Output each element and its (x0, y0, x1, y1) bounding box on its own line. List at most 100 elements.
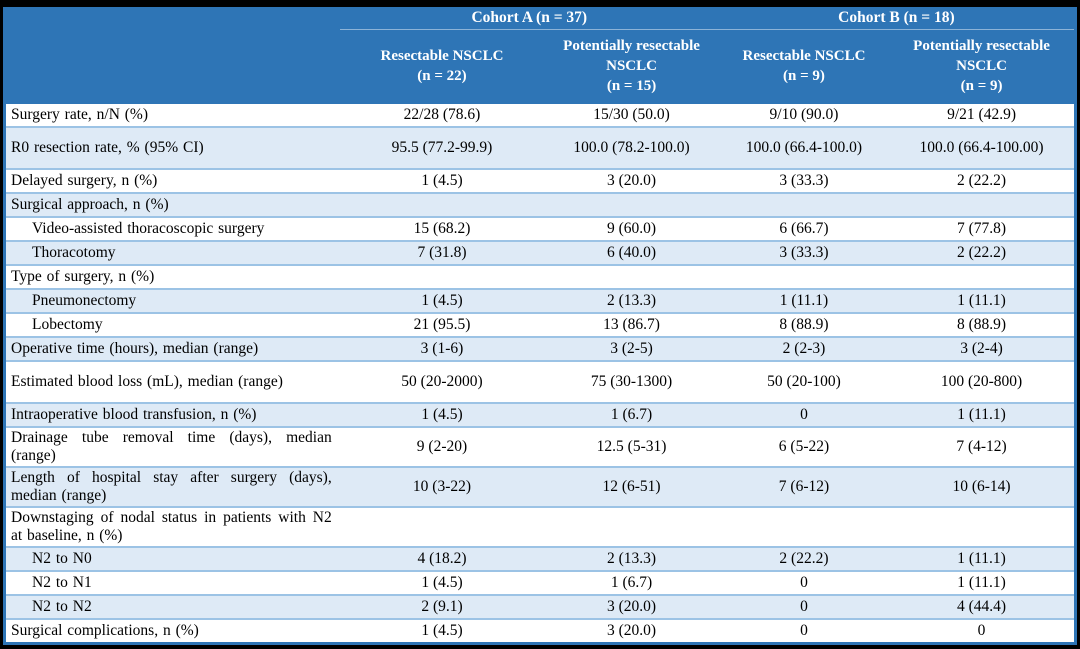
table-row: Drainage tube removal time (days), media… (4, 427, 1076, 468)
cell-value (889, 507, 1076, 548)
table-row: Pneumonectomy 1 (4.5) 2 (13.3) 1 (11.1) 1 (1… (4, 289, 1076, 314)
section-header-row: Surgical approach, n (%) (4, 193, 1076, 218)
cell-value: 6 (5-22) (718, 427, 890, 468)
cell-value: 9/10 (90.0) (718, 104, 890, 128)
cell-value: 3 (1-6) (339, 337, 545, 362)
section-header-row: Downstaging of nodal status in patients … (4, 507, 1076, 548)
cell-value: 1 (4.5) (339, 619, 545, 644)
cell-value: 7 (77.8) (889, 217, 1076, 242)
cell-value: 7 (31.8) (339, 241, 545, 266)
table-row: R0 resection rate, % (95% CI) 95.5 (77.2-… (4, 127, 1076, 170)
cell-value: 22/28 (78.6) (339, 104, 545, 128)
cell-value: 9 (2-20) (339, 427, 545, 468)
row-label: Intraoperative blood transfusion, n (%) (4, 403, 340, 428)
cell-value: 4 (44.4) (889, 595, 1076, 620)
cell-value: 3 (2-4) (889, 337, 1076, 362)
cell-value: 2 (9.1) (339, 595, 545, 620)
row-label: Pneumonectomy (4, 289, 340, 314)
column-n: (n = 15) (606, 77, 657, 94)
cell-value: 10 (3-22) (339, 467, 545, 508)
column-title: Resectable NSCLC (742, 48, 866, 65)
row-label: Downstaging of nodal status in patients … (4, 507, 340, 548)
row-label: Operative time (hours), median (range) (4, 337, 340, 362)
table-header: Cohort A (n = 37) Cohort B (n = 18) Rese… (4, 7, 1076, 104)
corner-cell (4, 7, 340, 104)
cell-value: 1 (11.1) (889, 571, 1076, 596)
cell-value: 2 (2-3) (718, 337, 890, 362)
cell-value (544, 507, 719, 548)
cell-value: 0 (718, 619, 890, 644)
cell-value: 100 (20-800) (889, 361, 1076, 404)
cell-value: 6 (66.7) (718, 217, 890, 242)
cell-value: 3 (2-5) (544, 337, 719, 362)
cell-value: 1 (4.5) (339, 169, 545, 194)
cell-value: 12.5 (5-31) (544, 427, 719, 468)
cell-value: 1 (11.1) (889, 403, 1076, 428)
section-header-row: Type of surgery, n (%) (4, 265, 1076, 290)
cell-value: 3 (20.0) (544, 169, 719, 194)
cell-value: 1 (6.7) (544, 571, 719, 596)
cell-value: 0 (718, 571, 890, 596)
cell-value (889, 193, 1076, 218)
row-label: Surgery rate, n/N (%) (4, 104, 340, 128)
row-label: N2 to N1 (4, 571, 340, 596)
cell-value: 21 (95.5) (339, 313, 545, 338)
cell-value: 100.0 (66.4-100.00) (889, 127, 1076, 170)
table-row: Surgery rate, n/N (%) 22/28 (78.6) 15/30 (… (4, 104, 1076, 128)
column-n: (n = 9) (783, 68, 825, 84)
column-header-resectable-a: Resectable NSCLC (n = 22) (339, 29, 545, 104)
table-row: N2 to N0 4 (18.2) 2 (13.3) 2 (22.2) 1 (11.1) (4, 547, 1076, 572)
row-label: Surgical complications, n (%) (4, 619, 340, 644)
cell-value: 100.0 (66.4-100.0) (718, 127, 890, 170)
cell-value (544, 193, 719, 218)
cell-value: 2 (13.3) (544, 289, 719, 314)
cell-value: 95.5 (77.2-99.9) (339, 127, 545, 170)
row-label: Length of hospital stay after surgery (d… (4, 467, 340, 508)
cell-value: 6 (40.0) (544, 241, 719, 266)
cell-value: 1 (4.5) (339, 289, 545, 314)
cell-value: 8 (88.9) (718, 313, 890, 338)
table-body: Surgery rate, n/N (%) 22/28 (78.6) 15/30 (… (4, 104, 1076, 644)
cell-value: 1 (11.1) (889, 547, 1076, 572)
cell-value: 9/21 (42.9) (889, 104, 1076, 128)
table-row: Lobectomy 21 (95.5) 13 (86.7) 8 (88.9) 8 (88… (4, 313, 1076, 338)
cell-value (339, 265, 545, 290)
table-row: Estimated blood loss (mL), median (range… (4, 361, 1076, 404)
column-n: (n = 9) (960, 77, 1003, 94)
column-title: Resectable NSCLC (380, 48, 504, 65)
cell-value (718, 193, 890, 218)
cell-value: 2 (22.2) (718, 547, 890, 572)
table-row: Delayed surgery, n (%) 1 (4.5) 3 (20.0) 3 (… (4, 169, 1076, 194)
cell-value: 2 (13.3) (544, 547, 719, 572)
cell-value: 7 (4-12) (889, 427, 1076, 468)
cell-value: 2 (22.2) (889, 241, 1076, 266)
cell-value: 1 (6.7) (544, 403, 719, 428)
row-label: Video-assisted thoracoscopic surgery (4, 217, 340, 242)
cell-value (718, 507, 890, 548)
cohort-header-row: Cohort A (n = 37) Cohort B (n = 18) (4, 7, 1076, 104)
cell-value (339, 507, 545, 548)
table-row: Operative time (hours), median (range) 3 … (4, 337, 1076, 362)
cell-value: 1 (11.1) (718, 289, 890, 314)
row-label: Drainage tube removal time (days), media… (4, 427, 340, 468)
cell-value: 0 (718, 403, 890, 428)
subgroup-header-row: Resectable NSCLC (n = 22) Potentially re… (5, 29, 1076, 104)
column-title: Potentially resectable NSCLC (913, 38, 1050, 75)
cell-value: 10 (6-14) (889, 467, 1076, 508)
row-label: N2 to N2 (4, 595, 340, 620)
column-header-potentially-resectable-a: Potentially resectable NSCLC (n = 15) (544, 29, 719, 104)
cell-value: 0 (889, 619, 1076, 644)
table-row: Length of hospital stay after surgery (d… (4, 467, 1076, 508)
cell-value: 2 (22.2) (889, 169, 1076, 194)
cell-value: 1 (11.1) (889, 289, 1076, 314)
cohort-b-header: Cohort B (n = 18) (718, 7, 1076, 30)
cell-value: 3 (33.3) (718, 241, 890, 266)
row-label: R0 resection rate, % (95% CI) (4, 127, 340, 170)
cell-value: 15 (68.2) (339, 217, 545, 242)
table-row: Surgical complications, n (%) 1 (4.5) 3 (2… (4, 619, 1076, 644)
table-row: N2 to N2 2 (9.1) 3 (20.0) 0 4 (44.4) (4, 595, 1076, 620)
cell-value: 3 (33.3) (718, 169, 890, 194)
cell-value: 12 (6-51) (544, 467, 719, 508)
surgery-outcomes-table: Cohort A (n = 37) Cohort B (n = 18) Rese… (3, 7, 1077, 645)
